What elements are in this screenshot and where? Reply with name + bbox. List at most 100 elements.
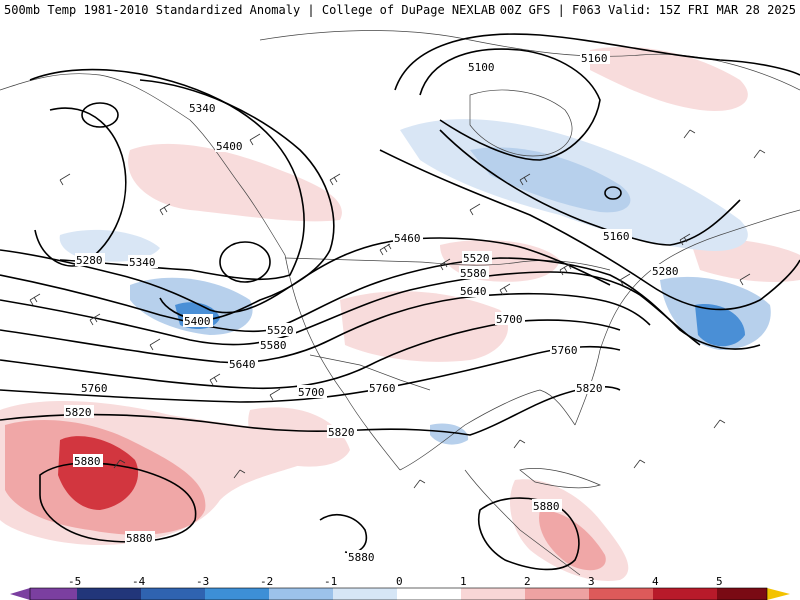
contour-5640 xyxy=(0,292,651,364)
wind-barb xyxy=(329,173,341,186)
label-bg xyxy=(266,323,296,336)
alaska-coast xyxy=(0,73,286,256)
central-america xyxy=(464,469,581,576)
label-bg xyxy=(347,550,377,563)
wind-barb xyxy=(753,149,766,159)
hudson-bay xyxy=(469,89,573,157)
wind-barb xyxy=(683,129,696,139)
contour-5400-closed-pacific xyxy=(219,241,271,283)
colorbar-segment xyxy=(525,588,589,600)
contour-5880-mexico xyxy=(319,514,367,554)
contour-label: 5820 xyxy=(65,406,92,419)
colorbar-segment xyxy=(30,588,77,600)
colorbar-segment xyxy=(397,588,461,600)
cool-anomaly-gulf xyxy=(430,423,469,445)
wind-barb xyxy=(209,373,221,386)
label-bg xyxy=(80,381,110,394)
wind-barb xyxy=(379,243,392,256)
label-bg xyxy=(73,454,103,467)
contour-label: 5460 xyxy=(394,232,421,245)
wind-barb xyxy=(513,439,526,449)
wind-barb xyxy=(233,469,246,479)
wind-barb xyxy=(713,419,726,429)
colorbar-segment xyxy=(77,588,141,600)
label-bg xyxy=(495,312,525,325)
closed-contours xyxy=(81,102,622,283)
warm-anomaly-plains xyxy=(340,291,509,362)
colorbar-segment xyxy=(141,588,205,600)
colorbar-segment xyxy=(269,588,333,600)
label-bg xyxy=(128,255,158,268)
colorbar-end-right xyxy=(767,588,790,600)
wind-barb xyxy=(739,273,751,286)
contour-5340 xyxy=(29,68,305,281)
contour-label: 5100 xyxy=(468,61,495,74)
contour-5700 xyxy=(0,319,621,390)
wind-barb xyxy=(149,338,161,351)
wind-barb xyxy=(113,459,126,469)
contour-5160-closed-east xyxy=(604,186,622,200)
colorbar-segment xyxy=(653,588,717,600)
wind-barb xyxy=(269,388,281,401)
contour-label: 5760 xyxy=(369,382,396,395)
contour-label: 5280 xyxy=(76,254,103,267)
colorbar-tick-label: 1 xyxy=(460,575,467,588)
colorbar-end-left xyxy=(10,588,30,600)
cuba xyxy=(519,468,601,489)
colorbar-tick-label: -2 xyxy=(260,575,273,588)
height-contours xyxy=(0,33,800,571)
contour-5580 xyxy=(0,271,701,346)
contour-5280-west xyxy=(34,107,127,267)
us-canada-border xyxy=(284,257,611,271)
wind-barb xyxy=(29,293,41,306)
contour-label-group: 5100 5160 5160 5280 5280 5340 5340 5400 … xyxy=(64,51,681,564)
contour-5100 xyxy=(419,48,601,161)
wind-barb xyxy=(159,203,171,216)
contour-5340-closed-west xyxy=(81,102,119,128)
wind-barb xyxy=(89,313,101,326)
label-bg xyxy=(215,139,245,152)
east-coast xyxy=(574,209,800,426)
contour-label: 5700 xyxy=(496,313,523,326)
colorbar-tick-label: 5 xyxy=(716,575,723,588)
wind-barb xyxy=(413,479,426,489)
contour-label: 5880 xyxy=(126,532,153,545)
wind-barb xyxy=(59,173,71,186)
label-bg xyxy=(327,425,357,438)
contour-label: 5640 xyxy=(460,285,487,298)
contour-label: 5400 xyxy=(216,140,243,153)
contour-label: 5520 xyxy=(267,324,294,337)
label-bg xyxy=(368,381,398,394)
gulf-coast xyxy=(399,389,576,471)
colorbar-outline xyxy=(29,587,768,600)
warm-anomaly-caribbean-mid xyxy=(539,510,606,571)
label-bg xyxy=(459,266,489,279)
label-bg xyxy=(575,381,605,394)
label-bg xyxy=(75,253,105,266)
contour-label: 5820 xyxy=(328,426,355,439)
label-bg xyxy=(580,51,610,64)
contour-label: 5280 xyxy=(652,265,679,278)
west-coast xyxy=(284,254,401,471)
colorbar-segment xyxy=(205,588,269,600)
colorbar-tick-label: -4 xyxy=(132,575,146,588)
contour-5460 xyxy=(0,237,611,314)
us-mexico-border xyxy=(309,354,431,391)
contour-label: 5340 xyxy=(189,102,216,115)
wind-barb xyxy=(439,258,451,271)
contour-label: 5580 xyxy=(260,339,287,352)
contour-label: 5880 xyxy=(74,455,101,468)
contour-5820 xyxy=(0,385,621,436)
warm-anomaly-arctic xyxy=(590,46,748,111)
colorbar-tick-label: -3 xyxy=(196,575,209,588)
label-bg xyxy=(550,343,580,356)
label-bg xyxy=(651,264,681,277)
colorbar-tick-label: 4 xyxy=(652,575,659,588)
colorbar-tick-label: 2 xyxy=(524,575,531,588)
wind-barb xyxy=(499,283,511,296)
colorbar-segment xyxy=(333,588,397,600)
colorbar-segment xyxy=(717,588,767,600)
anomaly-shading xyxy=(0,46,800,581)
